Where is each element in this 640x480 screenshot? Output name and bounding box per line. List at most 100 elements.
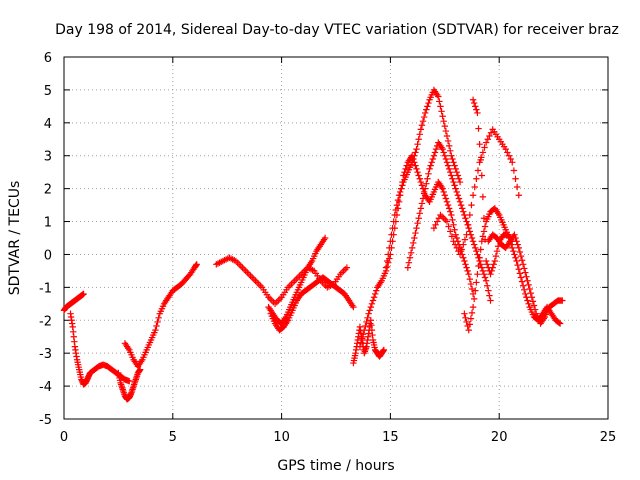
plot-frame <box>63 56 609 420</box>
series-s4 <box>121 261 200 370</box>
data-point <box>451 182 458 189</box>
data-point <box>510 167 518 174</box>
data-point <box>440 149 447 156</box>
data-point <box>399 182 406 189</box>
data-point <box>356 343 364 350</box>
data-point <box>391 211 398 219</box>
data-point <box>490 261 497 268</box>
data-point <box>461 257 468 265</box>
data-point <box>449 216 456 224</box>
data-point <box>524 297 531 304</box>
data-point <box>484 261 491 268</box>
data-point <box>387 238 394 245</box>
data-point <box>510 247 517 255</box>
data-point <box>487 271 494 278</box>
data-point <box>453 234 460 242</box>
data-point <box>413 165 420 173</box>
data-point <box>445 165 453 173</box>
data-point <box>455 195 463 202</box>
data-point <box>461 236 469 243</box>
data-point <box>523 273 530 280</box>
data-point <box>474 271 481 278</box>
data-point <box>432 145 440 153</box>
data-point <box>368 300 376 308</box>
data-point <box>453 244 460 252</box>
data-point <box>528 294 536 301</box>
data-point <box>463 218 470 225</box>
series-s7 <box>267 274 357 334</box>
data-point <box>478 172 485 179</box>
data-point <box>456 198 464 205</box>
data-point <box>504 149 511 156</box>
data-point <box>463 264 470 271</box>
data-point <box>439 145 446 153</box>
data-point <box>477 156 484 164</box>
data-point <box>455 247 462 255</box>
data-point <box>380 346 388 354</box>
data-point <box>441 192 448 199</box>
y-tick-label: 6 <box>44 51 52 66</box>
data-point <box>502 145 509 153</box>
data-point <box>393 201 401 209</box>
data-point <box>373 287 380 294</box>
data-point <box>484 136 491 143</box>
data-point <box>451 241 459 248</box>
data-point <box>466 211 474 219</box>
data-point <box>443 159 451 166</box>
x-tick-label: 20 <box>491 430 508 445</box>
data-point <box>474 251 481 258</box>
data-point <box>398 185 405 192</box>
data-point <box>522 269 529 276</box>
data-point <box>423 106 430 113</box>
data-point <box>422 109 429 117</box>
y-tick-label: -5 <box>39 413 52 428</box>
data-point <box>413 224 420 232</box>
data-point <box>411 152 418 159</box>
data-point <box>408 244 416 252</box>
data-point <box>494 243 502 250</box>
x-axis-label: GPS time / hours <box>277 458 394 474</box>
data-point <box>469 192 477 199</box>
data-point <box>362 322 369 330</box>
data-point <box>363 318 370 326</box>
data-point <box>420 113 428 121</box>
y-tick-label: -1 <box>39 281 52 296</box>
data-point <box>420 190 428 197</box>
data-point <box>442 127 450 135</box>
data-point <box>454 192 462 199</box>
data-point <box>469 96 477 103</box>
data-point <box>437 103 444 110</box>
data-point <box>455 175 463 182</box>
data-point <box>395 192 403 199</box>
data-point <box>468 309 476 317</box>
data-point <box>512 234 519 242</box>
data-point <box>462 215 469 222</box>
data-point <box>394 196 402 204</box>
series-s2 <box>67 310 133 388</box>
data-point <box>447 147 454 154</box>
data-point <box>479 267 487 275</box>
data-point <box>485 287 492 294</box>
data-point <box>447 208 454 215</box>
data-point <box>527 289 534 297</box>
data-point <box>416 175 423 182</box>
data-point <box>515 192 522 199</box>
data-point <box>357 339 365 346</box>
data-point <box>452 231 459 238</box>
data-point <box>450 159 457 166</box>
data-point <box>369 297 377 304</box>
data-point <box>480 228 488 235</box>
data-point <box>444 201 452 209</box>
data-point <box>523 294 530 301</box>
data-point <box>489 264 496 271</box>
data-point <box>439 113 446 120</box>
data-point <box>516 248 524 256</box>
data-point <box>470 99 478 107</box>
data-point <box>414 141 421 148</box>
data-point <box>486 292 493 299</box>
x-tick-label: 5 <box>169 430 177 445</box>
data-point <box>321 234 329 242</box>
data-point <box>445 223 452 230</box>
series-s3 <box>115 366 144 403</box>
data-point <box>478 264 485 271</box>
